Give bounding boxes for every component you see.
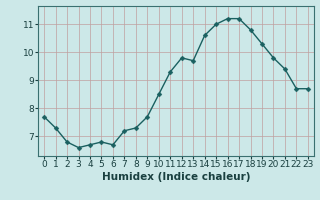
X-axis label: Humidex (Indice chaleur): Humidex (Indice chaleur) <box>102 172 250 182</box>
